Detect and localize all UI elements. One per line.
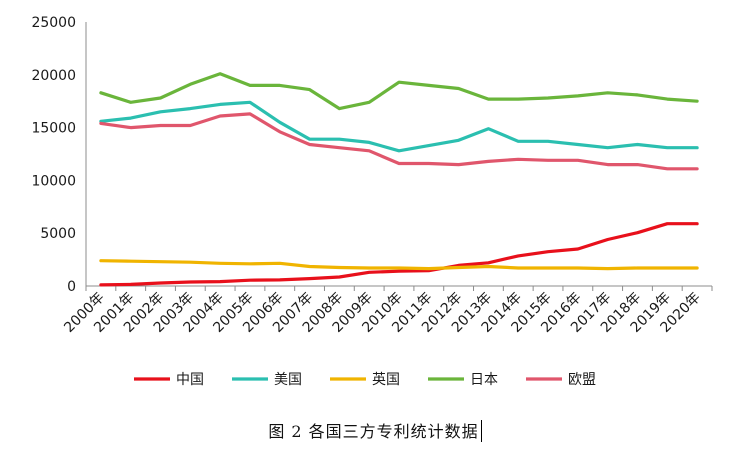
y-tick-label: 25000 — [31, 15, 76, 31]
x-axis-ticks: 2000年2001年2002年2003年2004年2005年2006年2007年… — [61, 286, 713, 336]
series-line-1 — [99, 100, 699, 153]
y-axis-ticks: 0 5000 10000 15000 20000 25000 — [31, 15, 76, 295]
legend-label-2: 英国 — [372, 371, 400, 388]
y-tick-label: 15000 — [31, 121, 76, 137]
y-tick-label: 20000 — [31, 68, 76, 84]
series-line-3 — [99, 72, 699, 111]
figure-caption-text: 图 2 各国三方专利统计数据 — [268, 422, 479, 441]
series-line-0 — [99, 222, 699, 287]
legend: 中国 美国 英国 日本 欧盟 — [134, 371, 596, 388]
y-tick-label: 5000 — [40, 226, 76, 242]
text-cursor — [480, 420, 482, 442]
legend-label-4: 欧盟 — [568, 372, 596, 388]
legend-label-1: 美国 — [274, 372, 302, 388]
axes — [85, 22, 712, 287]
series-line-2 — [99, 259, 699, 271]
y-tick-label: 0 — [67, 279, 76, 295]
series-line-4 — [99, 112, 699, 171]
figure-caption: 图 2 各国三方专利统计数据 — [0, 418, 750, 442]
y-tick-label: 10000 — [31, 173, 76, 189]
legend-label-3: 日本 — [470, 372, 498, 388]
legend-label-0: 中国 — [176, 372, 204, 388]
series-lines — [99, 72, 699, 287]
